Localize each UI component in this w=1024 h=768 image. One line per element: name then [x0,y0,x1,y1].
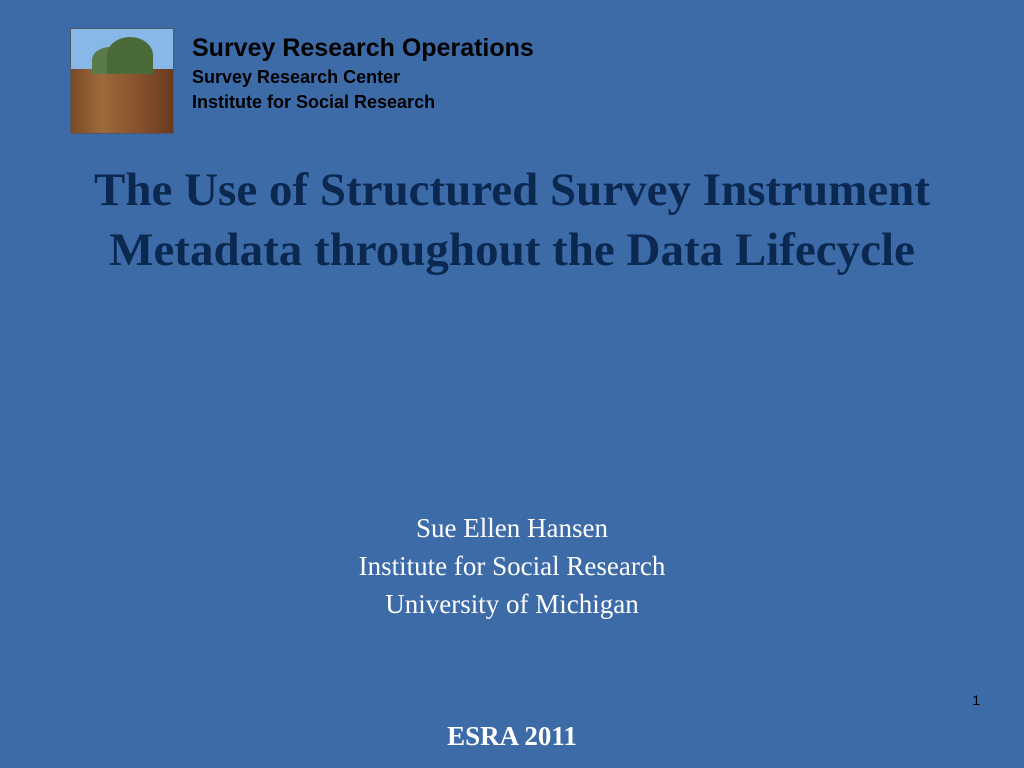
slide-number: 1 [972,692,980,708]
author-university: University of Michigan [0,586,1024,624]
org-name-primary: Survey Research Operations [192,34,534,63]
building-logo-image [70,28,174,134]
conference-label: ESRA 2011 [0,721,1024,752]
header-block: Survey Research Operations Survey Resear… [70,28,534,134]
org-name-tertiary: Institute for Social Research [192,92,534,113]
presentation-title: The Use of Structured Survey Instrument … [0,160,1024,280]
author-name: Sue Ellen Hansen [0,510,1024,548]
author-block: Sue Ellen Hansen Institute for Social Re… [0,510,1024,623]
header-text-block: Survey Research Operations Survey Resear… [192,28,534,113]
author-institute: Institute for Social Research [0,548,1024,586]
org-name-secondary: Survey Research Center [192,67,534,88]
